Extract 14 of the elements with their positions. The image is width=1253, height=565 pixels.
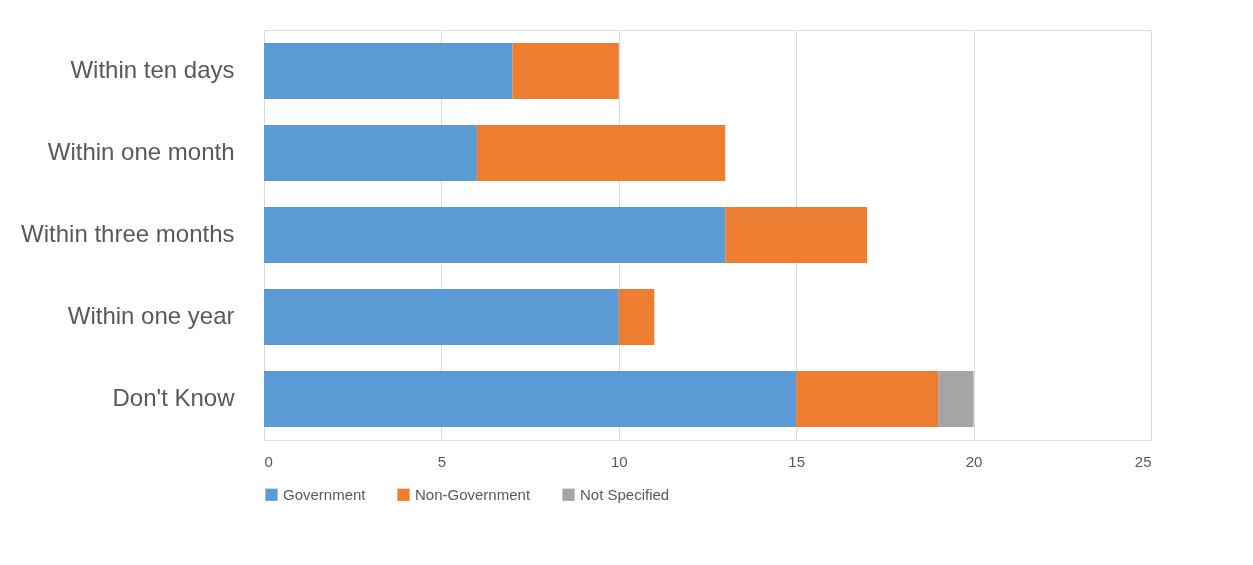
legend-label: Not Specified <box>580 485 670 503</box>
x-tick-label: 20 <box>965 452 983 470</box>
legend-label: Non-Government <box>415 485 531 503</box>
y-tick-label: Within ten days <box>70 56 235 83</box>
y-tick-label: Within one year <box>67 302 235 329</box>
x-tick-label: 25 <box>1134 452 1152 470</box>
y-tick-label: Don't Know <box>112 384 236 411</box>
y-tick-label: Within one month <box>47 138 235 165</box>
x-tick-label: 15 <box>788 452 806 470</box>
x-tick-label: 0 <box>264 452 273 470</box>
x-tick-label: 5 <box>437 452 447 470</box>
x-tick-label: 10 <box>610 452 628 470</box>
y-tick-label: Within three months <box>21 220 235 247</box>
legend-label: Government <box>283 485 367 503</box>
